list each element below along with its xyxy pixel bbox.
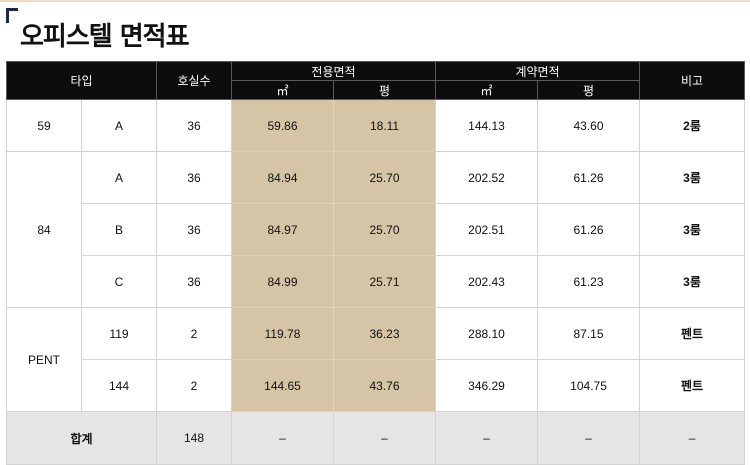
total-label: 합계 xyxy=(6,411,157,465)
units-cell: 36 xyxy=(156,255,232,308)
contract-sqm-cell: 144.13 xyxy=(435,99,539,152)
area-table: 타입 호실수 전용면적 계약면적 비고 ㎡ 평 ㎡ 평 59 A 36 59.8… xyxy=(6,61,746,465)
total-exclusive-sqm: – xyxy=(231,411,334,465)
units-cell: 2 xyxy=(156,359,232,412)
header-type: 타입 xyxy=(6,61,157,100)
exclusive-pyeong-cell: 25.71 xyxy=(332,255,437,308)
exclusive-sqm-cell: 84.94 xyxy=(231,151,334,204)
contract-pyeong-cell: 104.75 xyxy=(537,359,641,412)
header-contract-area: 계약면적 xyxy=(435,61,641,81)
header-units: 호실수 xyxy=(156,61,232,100)
exclusive-sqm-cell: 119.78 xyxy=(231,307,334,360)
table-row: C 36 84.99 25.71 202.43 61.23 3룸 xyxy=(7,255,746,308)
type-sub-cell: 119 xyxy=(81,307,157,360)
exclusive-sqm-cell: 84.99 xyxy=(231,255,334,308)
contract-sqm-cell: 288.10 xyxy=(435,307,539,360)
top-accent-line xyxy=(0,0,750,2)
header-row-1: 타입 호실수 전용면적 계약면적 비고 xyxy=(6,61,746,100)
units-cell: 2 xyxy=(156,307,232,360)
type-sub-cell: A xyxy=(81,99,157,152)
exclusive-sqm-cell: 84.97 xyxy=(231,203,334,256)
header-row-2: ㎡ 평 ㎡ 평 xyxy=(7,80,745,100)
total-contract-sqm: – xyxy=(435,411,539,465)
units-cell: 36 xyxy=(156,203,232,256)
total-note: – xyxy=(639,411,746,465)
exclusive-pyeong-cell: 25.70 xyxy=(332,151,437,204)
type-group-cell: PENT xyxy=(6,307,82,412)
exclusive-pyeong-cell: 18.11 xyxy=(332,99,437,152)
table-row: B 36 84.97 25.70 202.51 61.26 3룸 xyxy=(7,203,746,256)
contract-sqm-cell: 202.52 xyxy=(435,151,539,204)
total-exclusive-pyeong: – xyxy=(332,411,437,465)
total-row: 합계 148 – – – – – xyxy=(6,411,746,465)
total-contract-pyeong: – xyxy=(537,411,641,465)
header-exclusive-sqm: ㎡ xyxy=(231,80,334,100)
table-row: 59 A 36 59.86 18.11 144.13 43.60 2룸 xyxy=(6,99,746,152)
total-units: 148 xyxy=(156,411,232,465)
type-sub-cell: 144 xyxy=(81,359,157,412)
header-contract-sqm: ㎡ xyxy=(435,80,539,100)
note-cell: 펜트 xyxy=(639,307,746,360)
contract-pyeong-cell: 87.15 xyxy=(537,307,641,360)
contract-sqm-cell: 202.51 xyxy=(435,203,539,256)
type-sub-cell: B xyxy=(81,203,157,256)
header-note: 비고 xyxy=(639,61,746,100)
note-cell: 3룸 xyxy=(639,255,746,308)
page-title: 오피스텔 면적표 xyxy=(20,22,189,52)
contract-pyeong-cell: 43.60 xyxy=(537,99,641,152)
type-group-cell: 84 xyxy=(6,151,82,308)
exclusive-pyeong-cell: 43.76 xyxy=(332,359,437,412)
contract-sqm-cell: 202.43 xyxy=(435,255,539,308)
contract-pyeong-cell: 61.23 xyxy=(537,255,641,308)
header-exclusive-pyeong: 평 xyxy=(332,80,437,100)
type-sub-cell: A xyxy=(81,151,157,204)
contract-pyeong-cell: 61.26 xyxy=(537,151,641,204)
table-row: 144 2 144.65 43.76 346.29 104.75 펜트 xyxy=(7,359,746,412)
note-cell: 펜트 xyxy=(639,359,746,412)
table-row: 84 A 36 84.94 25.70 202.52 61.26 3룸 xyxy=(6,151,746,308)
exclusive-sqm-cell: 144.65 xyxy=(231,359,334,412)
units-cell: 36 xyxy=(156,151,232,204)
note-cell: 3룸 xyxy=(639,203,746,256)
contract-pyeong-cell: 61.26 xyxy=(537,203,641,256)
exclusive-pyeong-cell: 25.70 xyxy=(332,203,437,256)
header-exclusive-area: 전용면적 xyxy=(230,61,437,81)
header-contract-pyeong: 평 xyxy=(537,80,641,100)
exclusive-pyeong-cell: 36.23 xyxy=(332,307,437,360)
corner-bracket-icon xyxy=(6,8,18,23)
table-row: PENT 119 2 119.78 36.23 288.10 87.15 펜트 xyxy=(6,307,746,412)
type-sub-cell: C xyxy=(81,255,157,308)
type-group-cell: 59 xyxy=(6,99,82,152)
note-cell: 3룸 xyxy=(639,151,746,204)
note-cell: 2룸 xyxy=(639,99,746,152)
contract-sqm-cell: 346.29 xyxy=(435,359,539,412)
exclusive-sqm-cell: 59.86 xyxy=(231,99,334,152)
units-cell: 36 xyxy=(156,99,232,152)
